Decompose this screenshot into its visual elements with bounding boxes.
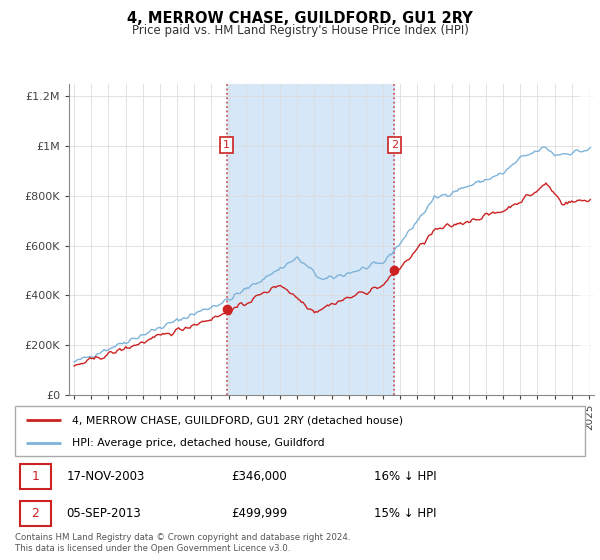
Text: 4, MERROW CHASE, GUILDFORD, GU1 2RY (detached house): 4, MERROW CHASE, GUILDFORD, GU1 2RY (det… <box>72 415 403 425</box>
Bar <box>580 84 596 395</box>
Text: 2: 2 <box>31 507 39 520</box>
Bar <box>20 464 51 489</box>
Text: 1: 1 <box>223 140 230 150</box>
Text: Contains HM Land Registry data © Crown copyright and database right 2024.
This d: Contains HM Land Registry data © Crown c… <box>15 533 350 553</box>
Bar <box>227 84 394 395</box>
Bar <box>20 501 51 526</box>
Text: £499,999: £499,999 <box>232 507 288 520</box>
Text: 1: 1 <box>31 470 39 483</box>
Text: HPI: Average price, detached house, Guildford: HPI: Average price, detached house, Guil… <box>72 438 325 449</box>
Text: 16% ↓ HPI: 16% ↓ HPI <box>374 470 437 483</box>
Text: 2: 2 <box>391 140 398 150</box>
Text: 15% ↓ HPI: 15% ↓ HPI <box>374 507 437 520</box>
Text: 17-NOV-2003: 17-NOV-2003 <box>66 470 145 483</box>
Text: 4, MERROW CHASE, GUILDFORD, GU1 2RY: 4, MERROW CHASE, GUILDFORD, GU1 2RY <box>127 11 473 26</box>
Text: 05-SEP-2013: 05-SEP-2013 <box>66 507 141 520</box>
Text: Price paid vs. HM Land Registry's House Price Index (HPI): Price paid vs. HM Land Registry's House … <box>131 24 469 36</box>
Text: £346,000: £346,000 <box>232 470 287 483</box>
